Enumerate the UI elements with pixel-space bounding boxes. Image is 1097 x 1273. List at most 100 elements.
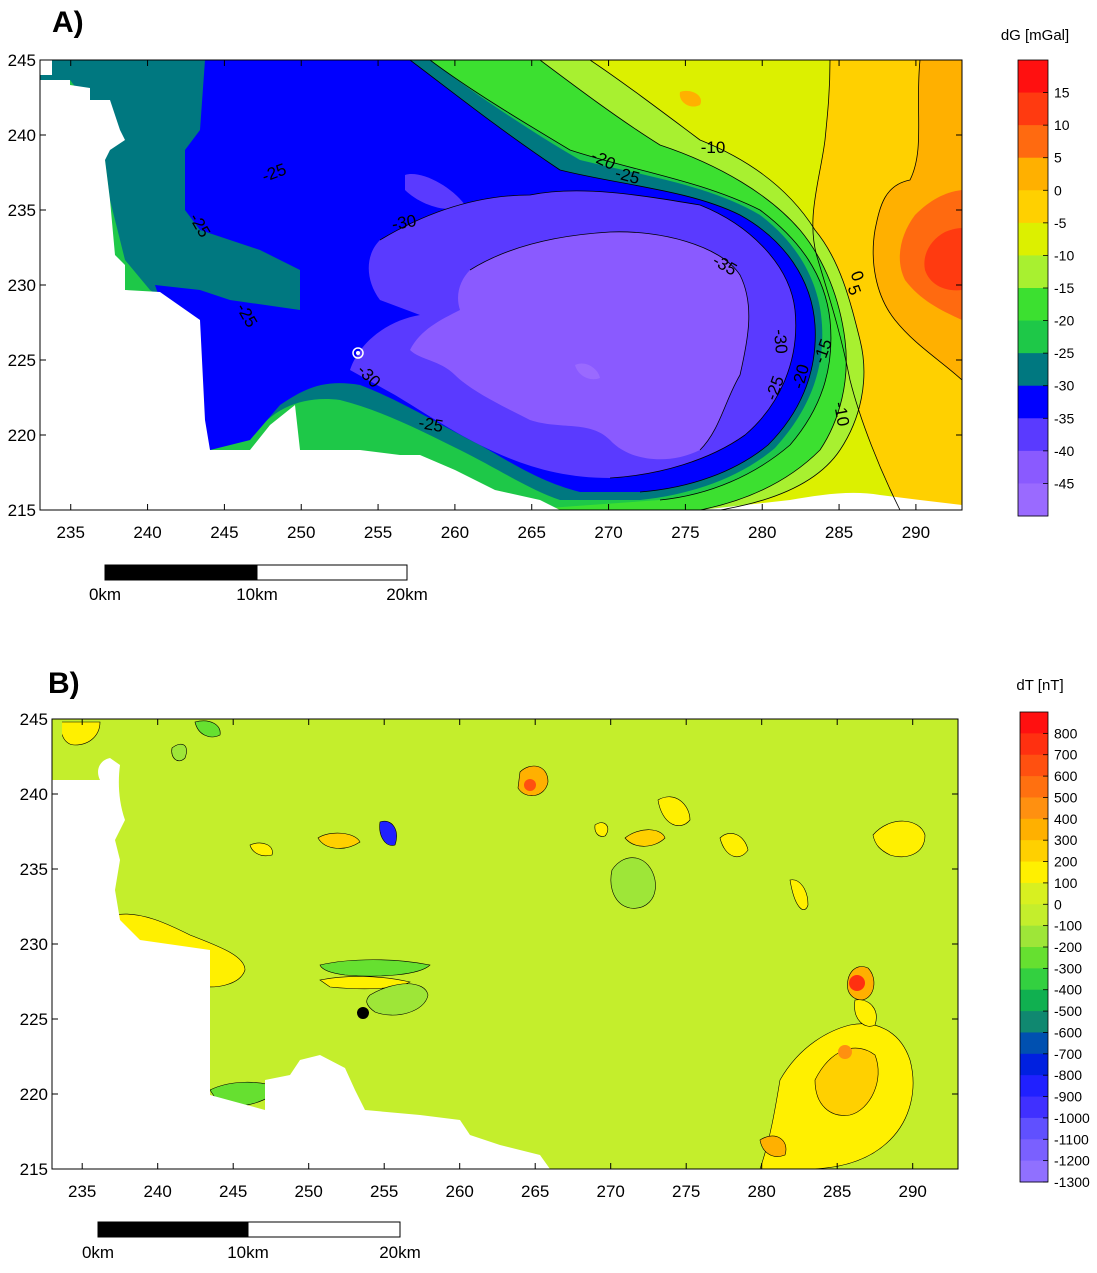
x-tick-label: 265 <box>521 1182 549 1201</box>
colorbar-swatch <box>1018 60 1048 94</box>
colorbar-level-label: -100 <box>1054 918 1082 934</box>
gravity-zone-minus40 <box>410 231 749 460</box>
colorbar-level-label: -25 <box>1054 345 1074 361</box>
magnetic-anomaly-290 <box>872 820 926 858</box>
magnetic-anomaly-286-core <box>849 975 865 991</box>
y-tick-label: 230 <box>20 935 48 954</box>
colorbar-level-label: 500 <box>1054 789 1078 805</box>
colorbar-a: 15 10 5 0 -5 -10 -15 -20 -25 -30 -35 -40 -45 <box>1017 59 1074 517</box>
data-gap-northwest <box>40 60 125 160</box>
colorbar-swatch <box>1020 861 1048 884</box>
gravity-contour-lines <box>379 60 962 510</box>
magnetic-anomaly-268 <box>594 822 609 837</box>
magnetic-anomaly-north-small <box>171 743 187 762</box>
colorbar-swatch <box>1020 1075 1048 1098</box>
data-gap-south <box>700 492 962 510</box>
colorbar-swatch <box>1018 125 1048 159</box>
gravity-zone-minus35-north <box>405 174 465 210</box>
y-tick-label: 225 <box>20 1010 48 1029</box>
scale-bar-b-black <box>98 1222 248 1237</box>
colorbar-swatch <box>1018 157 1048 191</box>
scale-label-10: 10km <box>236 585 278 604</box>
data-gap-corner <box>40 60 52 75</box>
y-tick-label: 245 <box>8 51 36 70</box>
scale-label-0: 0km <box>89 585 121 604</box>
panel-b-axes: 235 240 245 250 255 260 265 270 275 280 285 290 245 2… <box>20 710 958 1201</box>
colorbar-swatch <box>1018 222 1048 256</box>
data-gap-southwest <box>40 160 560 510</box>
colorbar-level-label: -30 <box>1054 378 1074 394</box>
colorbar-level-label: 200 <box>1054 854 1078 870</box>
colorbar-swatch <box>1020 968 1048 991</box>
colorbar-swatch <box>1020 1011 1048 1033</box>
x-tick-label: 260 <box>446 1182 474 1201</box>
colorbar-swatch <box>1020 989 1048 1012</box>
y-tick-label: 235 <box>20 860 48 879</box>
colorbar-level-label: -1000 <box>1054 1110 1090 1126</box>
magnetic-anomaly-281-south <box>759 1135 787 1157</box>
x-tick-label: 280 <box>748 1182 776 1201</box>
y-tick-label: 215 <box>8 501 36 520</box>
colorbar-swatch <box>1020 1053 1048 1076</box>
x-tick-label: 240 <box>144 1182 172 1201</box>
data-sliver-northwest <box>52 719 62 740</box>
x-tick-label: 265 <box>518 523 546 542</box>
colorbar-level-label: -10 <box>1054 247 1074 263</box>
site-marker-a <box>352 347 364 359</box>
x-tick-label: 235 <box>68 1182 96 1201</box>
panel-a: A) <box>8 6 1075 604</box>
scale-bar-a-white <box>256 564 408 581</box>
magnetic-anomaly-265-core <box>524 779 536 791</box>
colorbar-swatch <box>1020 712 1048 734</box>
scale-bar-a-black <box>105 565 257 580</box>
panel-b-scale-bar: 0km 10km 20km <box>82 1221 421 1262</box>
colorbar-level-label: 10 <box>1054 117 1070 133</box>
x-tick-label: 280 <box>748 523 776 542</box>
x-tick-label: 250 <box>295 1182 323 1201</box>
magnetic-anomaly-central-low <box>319 959 431 977</box>
colorbar-level-label: -1100 <box>1054 1131 1089 1147</box>
colorbar-level-label: -1200 <box>1054 1153 1090 1169</box>
colorbar-b-title: dT [nT] <box>1016 677 1063 694</box>
x-tick-label: 270 <box>594 523 622 542</box>
colorbar-swatch <box>1020 882 1048 905</box>
magnetic-anomaly-272 <box>624 829 666 847</box>
x-tick-label: 235 <box>57 523 85 542</box>
colorbar-swatch <box>1020 1139 1048 1162</box>
x-tick-label: 245 <box>210 523 238 542</box>
colorbar-swatch <box>1018 385 1048 419</box>
panel-b: B) <box>20 667 1090 1262</box>
panel-b-label: B) <box>48 667 80 700</box>
y-tick-label: 220 <box>8 426 36 445</box>
colorbar-level-label: -800 <box>1054 1067 1082 1083</box>
magnetic-anomaly-southeast-peak <box>838 1045 852 1059</box>
gravity-zone-10 <box>924 228 962 291</box>
x-tick-label: 255 <box>370 1182 398 1201</box>
colorbar-swatch <box>1020 776 1048 798</box>
colorbar-swatch <box>1020 1032 1048 1055</box>
colorbar-level-label: 600 <box>1054 768 1078 784</box>
colorbar-swatch <box>1018 418 1048 452</box>
contour-label: -25 <box>417 413 445 436</box>
contour-label: -10 <box>830 400 853 428</box>
magnetic-anomaly-281 <box>789 879 809 910</box>
panel-a-axes: 235 240 245 250 255 260 265 270 275 280 285 290 245 2… <box>8 51 962 542</box>
colorbar-level-label: 300 <box>1054 832 1078 848</box>
colorbar-swatch <box>1020 1160 1048 1183</box>
x-tick-label: 255 <box>364 523 392 542</box>
magnetic-anomaly-central-mid <box>366 983 429 1016</box>
colorbar-swatch <box>1020 797 1048 820</box>
colorbar-level-label: -5 <box>1054 215 1067 231</box>
colorbar-level-label: -700 <box>1054 1046 1082 1062</box>
colorbar-level-label: -20 <box>1054 313 1074 329</box>
panel-b-map <box>52 719 958 1169</box>
x-tick-label: 290 <box>899 1182 927 1201</box>
site-marker-b <box>357 1007 369 1019</box>
colorbar-swatch <box>1018 255 1048 289</box>
colorbar-level-label: 400 <box>1054 811 1078 827</box>
x-tick-label: 260 <box>441 523 469 542</box>
colorbar-swatch <box>1018 483 1048 517</box>
magnetic-anomaly-247 <box>249 842 273 857</box>
x-tick-label: 270 <box>597 1182 625 1201</box>
